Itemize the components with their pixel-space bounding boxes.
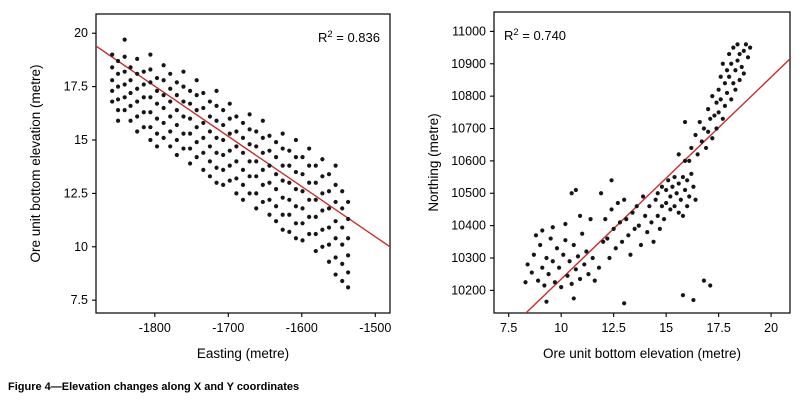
svg-text:20: 20 xyxy=(74,26,88,40)
r-squared-annotation: R2 = 0.836 xyxy=(318,29,380,45)
svg-text:10300: 10300 xyxy=(451,251,486,265)
svg-text:10500: 10500 xyxy=(451,186,486,200)
svg-text:-1500: -1500 xyxy=(359,321,391,335)
svg-text:10600: 10600 xyxy=(451,154,486,168)
svg-text:Northing (metre): Northing (metre) xyxy=(426,113,441,211)
svg-text:17.5: 17.5 xyxy=(64,80,88,94)
svg-text:Ore unit bottom elevation (met: Ore unit bottom elevation (metre) xyxy=(28,64,43,262)
svg-text:15: 15 xyxy=(659,321,673,335)
svg-text:10: 10 xyxy=(554,321,568,335)
svg-text:15: 15 xyxy=(74,133,88,147)
svg-text:10: 10 xyxy=(74,240,88,254)
svg-text:17.5: 17.5 xyxy=(706,321,730,335)
r-squared-annotation: R2 = 0.740 xyxy=(504,27,566,43)
svg-text:20: 20 xyxy=(764,321,778,335)
svg-text:10800: 10800 xyxy=(451,89,486,103)
svg-text:11000: 11000 xyxy=(452,24,486,38)
svg-text:7.5: 7.5 xyxy=(71,293,88,307)
svg-text:10200: 10200 xyxy=(451,283,486,297)
svg-text:-1800: -1800 xyxy=(139,321,171,335)
svg-text:7.5: 7.5 xyxy=(500,321,517,335)
svg-text:12.5: 12.5 xyxy=(64,186,88,200)
svg-text:Easting (metre): Easting (metre) xyxy=(197,346,289,361)
svg-text:-1600: -1600 xyxy=(286,321,318,335)
svg-text:Ore unit bottom elevation (met: Ore unit bottom elevation (metre) xyxy=(543,346,741,361)
scatter-plot-northing-vs-elevation: 7.5 10 12.5 15 17.5 20 10200 10300 10400 10500 106… xyxy=(426,11,791,361)
svg-text:10700: 10700 xyxy=(451,122,486,136)
svg-text:10900: 10900 xyxy=(451,57,486,71)
figure-caption: Figure 4—Elevation changes along X and Y… xyxy=(8,381,300,393)
svg-text:-1700: -1700 xyxy=(212,321,244,335)
svg-text:10400: 10400 xyxy=(451,219,486,233)
svg-text:12.5: 12.5 xyxy=(601,321,625,335)
scatter-plot-elevation-vs-easting: -1800 -1700 -1600 -1500 7.5 10 12.5 15 17.5 20 Eas… xyxy=(28,13,391,361)
